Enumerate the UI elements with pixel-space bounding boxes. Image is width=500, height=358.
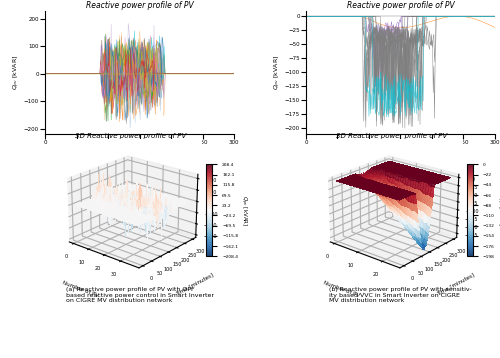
Title: Reactive power profile of PV: Reactive power profile of PV [346, 1, 455, 10]
Title: 3D Reactive power profile of PV: 3D Reactive power profile of PV [336, 133, 448, 139]
Y-axis label: Time [minutes]: Time [minutes] [175, 272, 214, 296]
Title: 3D Reactive power profile of PV: 3D Reactive power profile of PV [76, 133, 186, 139]
Text: (a) Reactive power profile of PV with OPF
based reactive power control in Smart : (a) Reactive power profile of PV with OP… [66, 287, 214, 303]
Y-axis label: $Q_{pv}$ [kVAR]: $Q_{pv}$ [kVAR] [494, 195, 500, 226]
Y-axis label: Time [minutes]: Time [minutes] [436, 272, 476, 296]
Y-axis label: $Q_{pv}$ [kVAR]: $Q_{pv}$ [kVAR] [12, 55, 22, 90]
Text: (b) Reactive power profile of PV with sensitiv-
ity based VVC in Smart Inverter : (b) Reactive power profile of PV with se… [329, 287, 472, 303]
X-axis label: Time [minutes]: Time [minutes] [376, 147, 424, 152]
X-axis label: Number of PV: Number of PV [322, 280, 360, 298]
Y-axis label: $Q_{pv}$ [kVAR]: $Q_{pv}$ [kVAR] [238, 195, 248, 226]
X-axis label: Number of PV: Number of PV [62, 280, 99, 298]
Title: Reactive power profile of PV: Reactive power profile of PV [86, 1, 194, 10]
Y-axis label: $Q_{pv}$ [kVAR]: $Q_{pv}$ [kVAR] [273, 55, 283, 90]
X-axis label: Time [minutes]: Time [minutes] [116, 147, 164, 152]
